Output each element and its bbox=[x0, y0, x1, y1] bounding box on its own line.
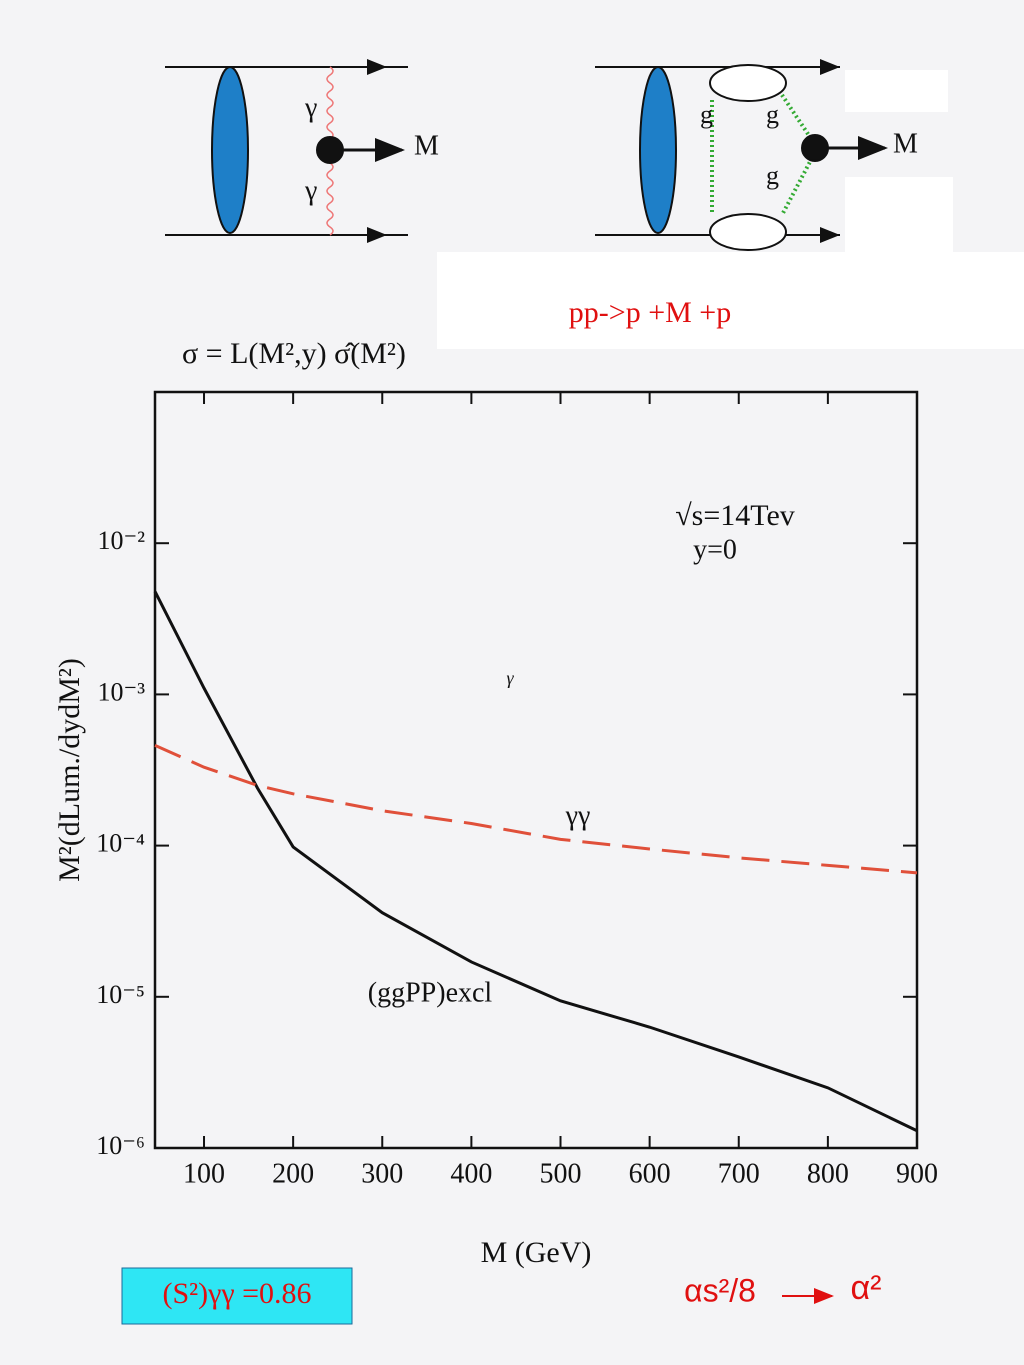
y-tick-label: 10⁻⁵ bbox=[96, 980, 145, 1009]
diagram-label: M bbox=[414, 130, 439, 161]
diagram-label: g bbox=[766, 161, 779, 190]
x-tick-label: 400 bbox=[450, 1158, 492, 1189]
series-label: γγ bbox=[565, 800, 591, 831]
y-tick-label: 10⁻⁶ bbox=[96, 1131, 145, 1160]
process-label: pp->p +M +p bbox=[569, 296, 731, 329]
chart-title: σ = L(M²,y) σ̂(M²) bbox=[182, 337, 406, 370]
x-axis-label: M (GeV) bbox=[481, 1236, 592, 1269]
x-tick-label: 500 bbox=[540, 1158, 582, 1189]
annotation: √s=14Tev bbox=[675, 499, 795, 532]
x-tick-label: 600 bbox=[629, 1158, 671, 1189]
x-tick-label: 200 bbox=[272, 1158, 314, 1189]
cover bbox=[845, 70, 948, 112]
y-tick-label: 10⁻⁴ bbox=[96, 829, 145, 858]
diagram-label: γ bbox=[304, 92, 317, 123]
diagram-label: γ bbox=[304, 175, 317, 206]
y-tick-label: 10⁻² bbox=[97, 526, 145, 555]
y-axis-label: M²(dLum./dydM²) bbox=[53, 658, 86, 882]
survival-label: (S²)γγ =0.86 bbox=[162, 1277, 311, 1310]
diagram-label: M bbox=[893, 128, 918, 159]
diagram-label: g bbox=[766, 100, 779, 129]
diagram-left bbox=[165, 59, 408, 243]
survival-box bbox=[121, 1267, 353, 1325]
annotation: γ bbox=[506, 668, 514, 688]
coupling-label: αs²/8 bbox=[684, 1272, 756, 1308]
series-label: (ggPP)excl bbox=[368, 977, 493, 1008]
annotation: y=0 bbox=[693, 534, 737, 565]
x-tick-label: 100 bbox=[183, 1158, 225, 1189]
diagram-label: g bbox=[700, 100, 713, 129]
plot: 100 200 300 400 500 600 700 800 900 10⁻⁶ 10⁻⁵ 10⁻⁴ 1… bbox=[96, 392, 938, 1189]
cover bbox=[437, 252, 1024, 349]
plot-frame bbox=[153, 390, 919, 1150]
x-tick-label: 900 bbox=[896, 1158, 938, 1189]
series-line bbox=[154, 744, 918, 875]
cover bbox=[845, 177, 953, 253]
x-tick-label: 300 bbox=[361, 1158, 403, 1189]
series-line bbox=[153, 590, 918, 1133]
diagram-right bbox=[595, 59, 888, 251]
x-tick-label: 800 bbox=[807, 1158, 849, 1189]
x-tick-label: 700 bbox=[718, 1158, 760, 1189]
coupling-label: α² bbox=[851, 1269, 882, 1307]
y-tick-label: 10⁻³ bbox=[97, 677, 145, 706]
